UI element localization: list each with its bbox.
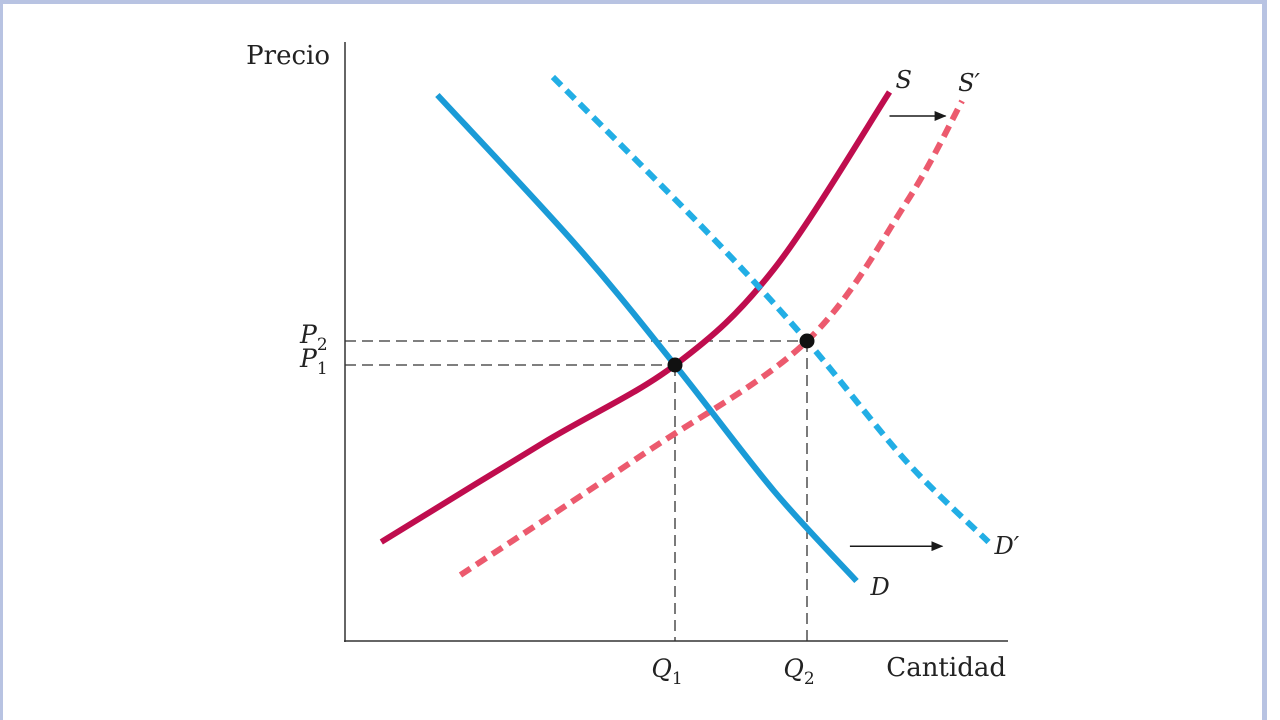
curve-d (435, 92, 859, 584)
equilibrium-point (799, 333, 815, 349)
curve-d-prime (550, 74, 991, 545)
slide-right-border (1262, 0, 1267, 720)
y-tick-label: P2 (299, 320, 328, 355)
curve-label-d: D (870, 573, 890, 601)
guide-lines (345, 340, 808, 641)
curve-label-s: S (896, 66, 912, 94)
curve-label-d-prime: D′ (994, 532, 1020, 560)
shift-arrows (849, 111, 947, 552)
y-axis-label: Precio (246, 41, 330, 71)
slide-right-strip (1267, 0, 1280, 720)
x-axis-label: Cantidad (886, 653, 1006, 683)
curve-label-s-prime: S′ (958, 69, 980, 97)
slide-left-border (0, 0, 3, 720)
y-tick-label: P1 (299, 344, 328, 379)
x-tick-label: Q2 (783, 654, 814, 689)
equilibrium-points (667, 333, 815, 373)
equilibrium-point (667, 357, 683, 373)
curves (379, 74, 991, 584)
curve-s-prime (458, 99, 965, 578)
slide-top-border (0, 0, 1280, 4)
axes (344, 42, 1008, 642)
x-tick-label: Q1 (651, 654, 682, 689)
